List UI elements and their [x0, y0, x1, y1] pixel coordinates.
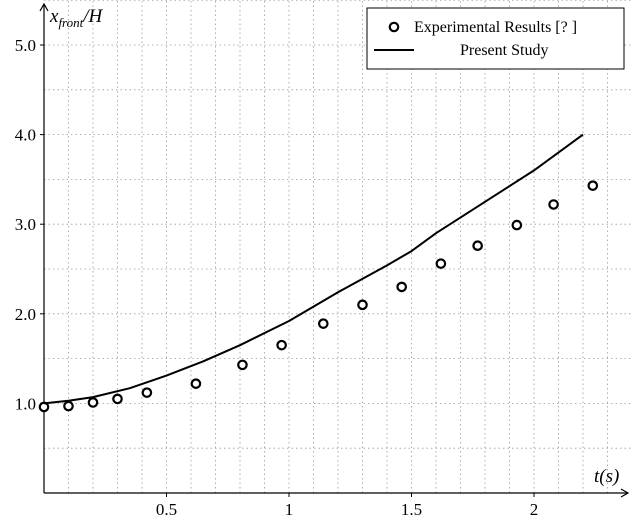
data-point-experimental	[237, 359, 248, 371]
legend-label-present: Present Study	[460, 42, 548, 59]
y-axis-label-tail: /H	[82, 6, 103, 27]
x-tick-label: 0.5	[156, 500, 177, 519]
y-axis-label-sub: front	[58, 15, 83, 30]
data-point-experimental	[587, 180, 599, 191]
y-tick-label: 4.0	[15, 126, 36, 145]
y-tick-label: 1.0	[15, 394, 36, 413]
legend-marker-experimental	[388, 21, 400, 33]
data-point-experimental	[87, 397, 99, 408]
x-tick-label: 2	[530, 500, 539, 519]
legend-box	[366, 7, 625, 70]
data-point-experimental	[112, 393, 123, 405]
legend: Experimental Results [? ] Present Study	[366, 7, 625, 70]
data-point-experimental	[276, 339, 287, 351]
x-tick-label: 1.5	[401, 500, 422, 519]
data-point-experimental	[511, 219, 523, 231]
legend-label-experimental: Experimental Results [? ]	[414, 19, 577, 36]
data-point-experimental	[190, 378, 202, 389]
data-point-experimental	[317, 318, 329, 329]
x-axis-label: t(s)	[594, 466, 619, 487]
data-point-experimental	[548, 199, 559, 210]
data-point-experimental	[435, 258, 447, 269]
x-tick-label: 1	[285, 500, 294, 519]
data-point-experimental	[396, 281, 407, 293]
data-point-experimental	[472, 240, 483, 252]
y-axis-label: xfront/H	[49, 6, 104, 30]
series	[38, 133, 599, 413]
y-tick-label: 5.0	[15, 36, 36, 55]
data-point-experimental	[63, 400, 74, 412]
ticks: 0.5 1 1.5 2 1.0 2.0 3.0 4.0 5.0	[15, 36, 539, 519]
grid	[44, 0, 632, 493]
data-point-experimental	[357, 299, 368, 311]
series-line-present-study	[43, 133, 584, 405]
x-axis-arrow	[620, 488, 630, 498]
y-tick-label: 2.0	[15, 305, 36, 324]
data-point-experimental	[141, 387, 153, 398]
y-axis-arrow	[39, 2, 49, 12]
y-axis-label-main: x	[49, 6, 59, 27]
axes	[39, 2, 630, 498]
y-tick-label: 3.0	[15, 215, 36, 234]
